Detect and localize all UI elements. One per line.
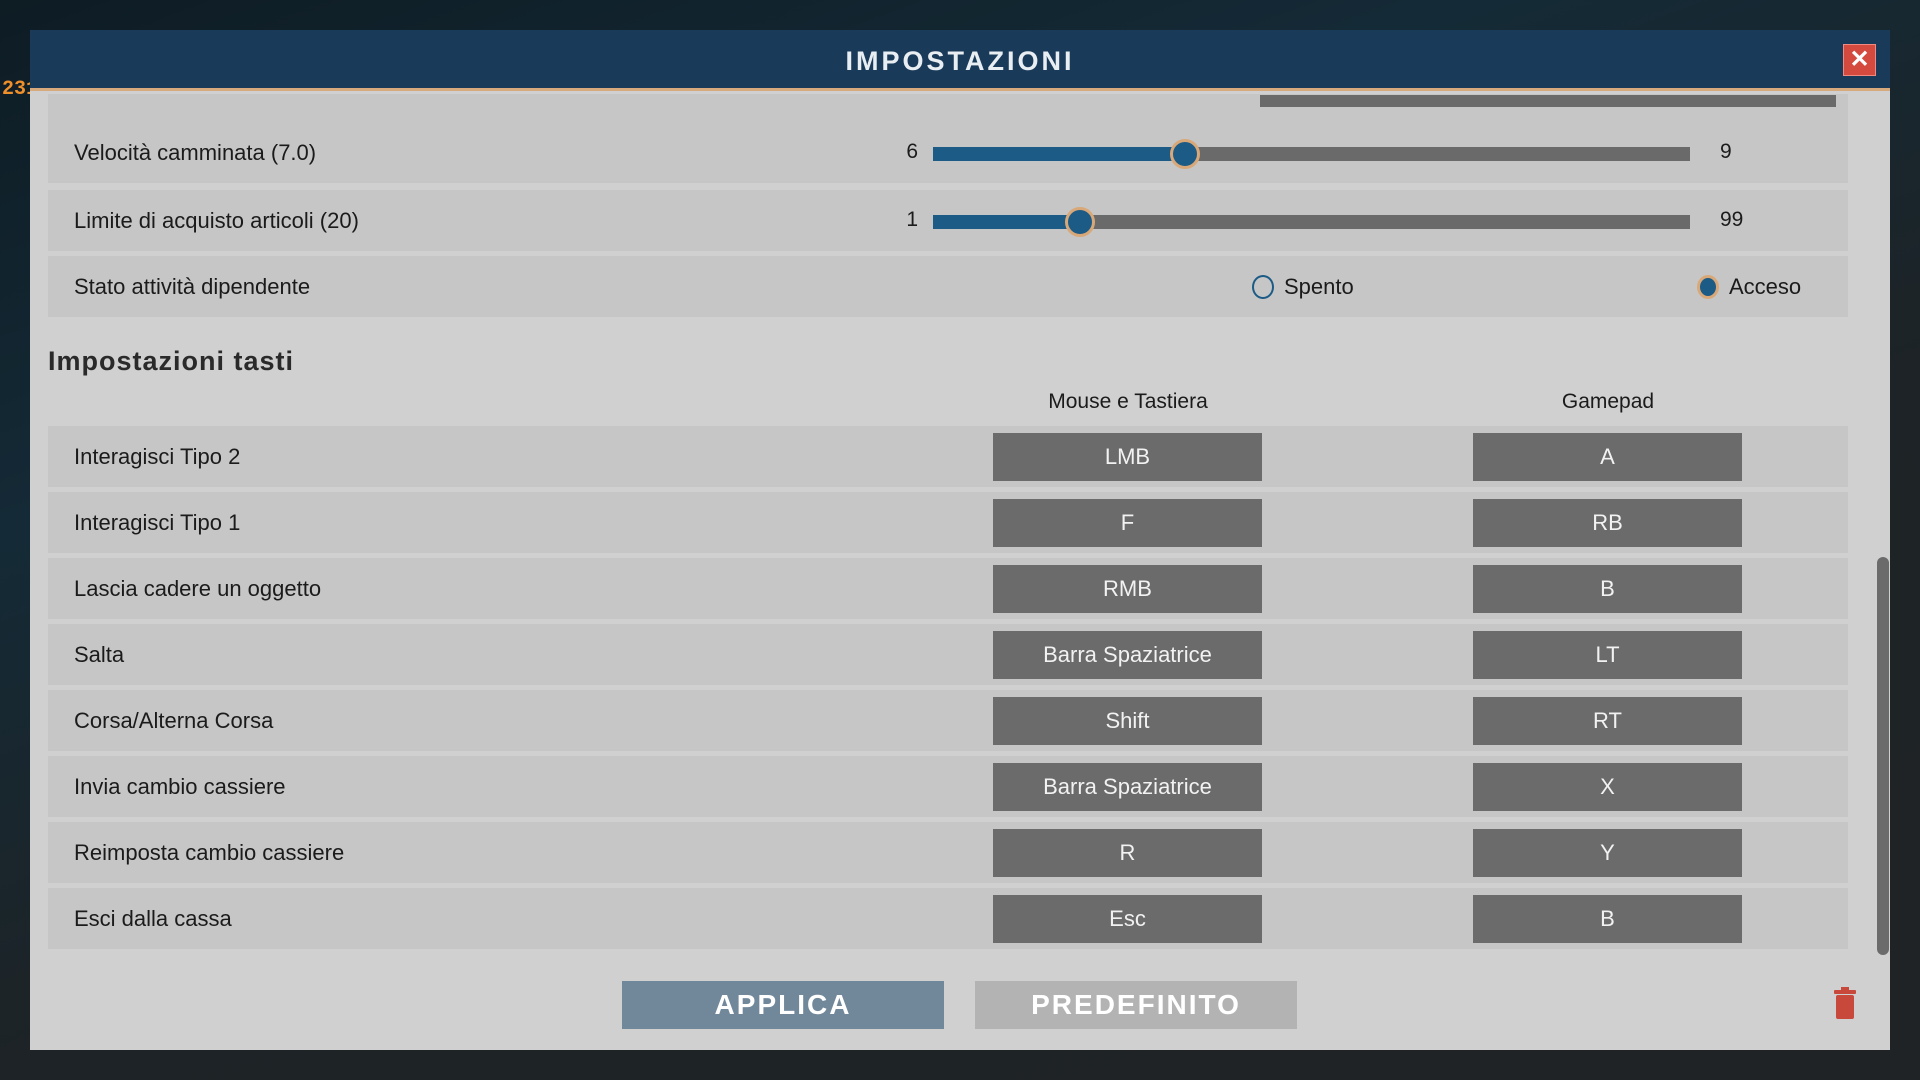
slider-thumb[interactable] [1064, 207, 1095, 237]
radio-label: Spento [1284, 274, 1354, 299]
close-button[interactable]: ✕ [1843, 44, 1876, 76]
slider-fill [933, 215, 1080, 229]
toggle-row: Stato attività dipendente Spento Acceso [48, 256, 1848, 317]
slider-track[interactable] [933, 207, 1690, 237]
keybind-row: Invia cambio cassiere Barra Spaziatrice … [48, 756, 1848, 817]
keybind-row: Corsa/Alterna Corsa Shift RT [48, 690, 1848, 751]
keybind-action: Interagisci Tipo 2 [74, 444, 241, 469]
slider-fill [933, 147, 1186, 161]
keyboard-binding-button[interactable]: R [993, 829, 1262, 877]
keyboard-binding-button[interactable]: Shift [993, 697, 1262, 745]
slider-max: 9 [1720, 140, 1732, 163]
keyboard-binding-button[interactable]: LMB [993, 433, 1262, 481]
keyboard-binding-button[interactable]: Barra Spaziatrice [993, 631, 1262, 679]
radio-on-icon [1697, 275, 1719, 299]
trash-icon[interactable] [1833, 987, 1857, 1019]
keybind-action: Reimposta cambio cassiere [74, 840, 345, 865]
close-icon: ✕ [1849, 46, 1870, 73]
gamepad-binding-button[interactable]: B [1473, 895, 1742, 943]
slider-label: Limite di acquisto articoli (20) [74, 208, 359, 233]
gamepad-binding-button[interactable]: RB [1473, 499, 1742, 547]
keyboard-binding-button[interactable]: Barra Spaziatrice [993, 763, 1262, 811]
gamepad-binding-button[interactable]: LT [1473, 631, 1742, 679]
keybind-row: Interagisci Tipo 2 LMB A [48, 426, 1848, 487]
keybind-action: Invia cambio cassiere [74, 774, 286, 799]
dialog-title: IMPOSTAZIONI [845, 46, 1075, 76]
column-header-gamepad: Gamepad [1561, 390, 1655, 413]
default-button[interactable]: PREDEFINITO [975, 981, 1297, 1029]
slider-min: 1 [906, 208, 918, 231]
partial-setting-row [48, 94, 1848, 124]
slider-label: Velocità camminata (7.0) [74, 140, 317, 165]
dialog-header: IMPOSTAZIONI ✕ [30, 30, 1890, 91]
toggle-label: Stato attività dipendente [74, 274, 311, 299]
slider-row: Limite di acquisto articoli (20) 1 99 [48, 190, 1848, 251]
slider-thumb[interactable] [1170, 139, 1201, 169]
apply-button[interactable]: APPLICA [622, 981, 944, 1029]
column-header-keyboard: Mouse e Tastiera [1048, 390, 1208, 413]
keybind-row: Lascia cadere un oggetto RMB B [48, 558, 1848, 619]
hud-counter: 231 [2, 78, 39, 101]
settings-dialog: IMPOSTAZIONI ✕ Velocità camminata (7.0) … [30, 30, 1890, 1050]
gamepad-binding-button[interactable]: B [1473, 565, 1742, 613]
keybind-action: Interagisci Tipo 1 [74, 510, 241, 535]
radio-label: Acceso [1729, 274, 1802, 299]
keybind-row: Reimposta cambio cassiere R Y [48, 822, 1848, 883]
gamepad-binding-button[interactable]: RT [1473, 697, 1742, 745]
slider-min: 6 [906, 140, 918, 163]
keybind-action: Lascia cadere un oggetto [74, 576, 322, 601]
keybinds-title: Impostazioni tasti [48, 346, 295, 376]
slider-max: 99 [1720, 208, 1744, 231]
scrollbar[interactable] [1877, 557, 1889, 955]
keyboard-binding-button[interactable]: F [993, 499, 1262, 547]
slider-row: Velocità camminata (7.0) 6 9 [48, 122, 1848, 183]
keyboard-binding-button[interactable]: Esc [993, 895, 1262, 943]
keybind-row: Esci dalla cassa Esc B [48, 888, 1848, 949]
radio-spento[interactable]: Spento [1252, 274, 1354, 300]
slider-track[interactable] [933, 139, 1690, 169]
gamepad-binding-button[interactable]: Y [1473, 829, 1742, 877]
keybind-row: Interagisci Tipo 1 F RB [48, 492, 1848, 553]
gamepad-binding-button[interactable]: X [1473, 763, 1742, 811]
keybind-action: Corsa/Alterna Corsa [74, 708, 274, 733]
keyboard-binding-button[interactable]: RMB [993, 565, 1262, 613]
keybind-action: Salta [74, 642, 125, 667]
partial-slider-track[interactable] [1260, 95, 1836, 107]
radio-off-icon [1252, 275, 1274, 299]
gamepad-binding-button[interactable]: A [1473, 433, 1742, 481]
keybind-action: Esci dalla cassa [74, 906, 232, 931]
keybind-row: Salta Barra Spaziatrice LT [48, 624, 1848, 685]
radio-acceso[interactable]: Acceso [1697, 274, 1801, 300]
